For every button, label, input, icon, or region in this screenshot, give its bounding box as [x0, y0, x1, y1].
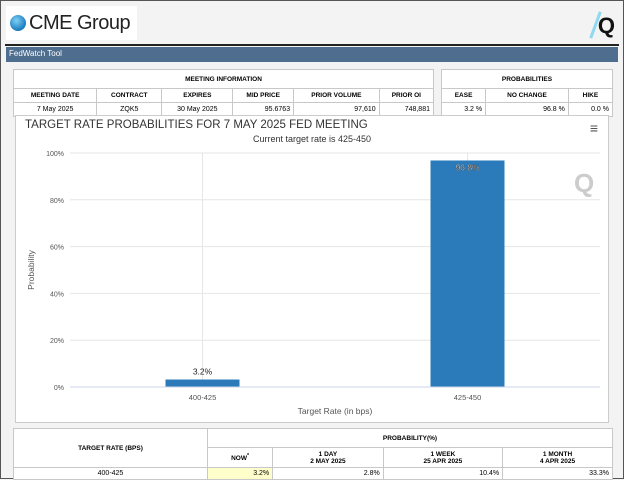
rate-header: TARGET RATE (BPS) [13, 428, 208, 468]
chart-subtitle: Current target rate is 425-450 [252, 134, 372, 144]
x-tick-label: 425-450 [454, 393, 482, 402]
target-rate-table: TARGET RATE (BPS) PROBABILITY(%) NOW* 1 DA… [13, 428, 613, 480]
meeting-info-table: MEETING INFORMATION MEETING DATE CONTRACT… [12, 69, 435, 117]
prob-header: PROBABILITY(%) [207, 428, 613, 448]
column-header: HIKE [567, 88, 614, 103]
menu-icon[interactable]: ≡ [589, 120, 598, 136]
data-label: 96.8% [455, 162, 480, 172]
table-row: 400-425 3.2% 2.8% 10.4% 33.3% [13, 467, 613, 480]
y-tick-label: 20% [50, 338, 64, 345]
column-header: MID PRICE [232, 88, 295, 103]
period-date: 25 APR 2025 [423, 457, 463, 465]
column-header: PRIOR VOLUME [293, 88, 380, 103]
chart-panel: TARGET RATE PROBABILITIES FOR 7 MAY 2025… [15, 115, 609, 423]
probabilities-table: PROBABILITIES EASE NO CHANGE HIKE 3.2 % 96.8… [440, 69, 614, 117]
bar-425-450[interactable] [430, 160, 505, 387]
period-date: 2 MAY 2025 [310, 457, 346, 465]
prob-cell: 2.8% [272, 467, 384, 480]
y-tick-label: 80% [50, 198, 64, 205]
cme-logo: CME Group [6, 6, 137, 40]
prob-cell: 3.2% [206, 467, 274, 480]
period-header: NOW* [206, 447, 274, 468]
y-tick-label: 40% [50, 291, 64, 298]
period-label: 1 DAY [318, 450, 338, 458]
period-header: 1 DAY 2 MAY 2025 [272, 447, 384, 468]
meeting-info-title: MEETING INFORMATION [13, 69, 434, 89]
period-header: 1 WEEK 25 APR 2025 [382, 447, 504, 468]
period-label: NOW [231, 455, 247, 463]
x-tick-label: 400-425 [189, 393, 217, 402]
watermark-q-icon: Q [574, 168, 594, 198]
column-header: CONTRACT [96, 88, 163, 103]
quikstrike-q-icon: Q [597, 13, 615, 38]
column-header: EASE [440, 88, 487, 103]
prob-cell: 10.4% [382, 467, 504, 480]
column-header: MEETING DATE [12, 88, 98, 103]
prob-cell: 33.3% [502, 467, 613, 480]
x-axis-label: Target Rate (in bps) [298, 406, 373, 416]
chart-title: TARGET RATE PROBABILITIES FOR 7 MAY 2025… [25, 119, 368, 131]
y-tick-label: 100% [46, 151, 64, 158]
globe-icon [10, 15, 26, 31]
period-header: 1 MONTH 4 APR 2025 [502, 447, 613, 468]
column-header: NO CHANGE [485, 88, 569, 103]
column-header: EXPIRES [161, 88, 234, 103]
tool-title-bar: FedWatch Tool [6, 47, 618, 62]
divider [5, 44, 619, 46]
rate-cell: 400-425 [13, 467, 208, 480]
period-label: 1 MONTH [542, 450, 573, 458]
bar-400-425[interactable] [165, 379, 240, 387]
y-tick-label: 60% [50, 245, 64, 252]
logo-text: CME Group [29, 11, 131, 34]
y-tick-label: 0% [54, 385, 64, 392]
column-header: PRIOR OI [378, 88, 435, 103]
footnote-mark: * [246, 452, 250, 459]
data-label: 3.2% [193, 367, 213, 377]
period-label: 1 WEEK [430, 450, 456, 458]
y-axis-label: Probability [26, 249, 36, 289]
probabilities-title: PROBABILITIES [441, 69, 613, 89]
period-date: 4 APR 2025 [539, 457, 576, 465]
bar-chart: 0% 20% 40% 60% 80% 100% 3.2% 400-425 96.8% 425-45… [26, 151, 600, 416]
